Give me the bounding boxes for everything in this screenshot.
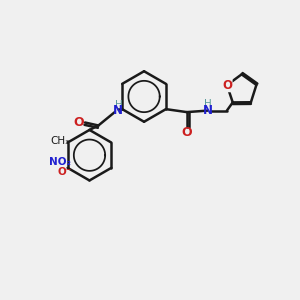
Text: H: H [204, 99, 212, 109]
Text: H: H [115, 100, 123, 110]
Text: N: N [113, 104, 123, 117]
Text: CH₃: CH₃ [50, 136, 70, 146]
Text: O: O [74, 116, 84, 129]
Text: O: O [222, 79, 232, 92]
Text: O⁻: O⁻ [58, 167, 72, 177]
Text: O: O [182, 126, 192, 139]
Text: NO₂: NO₂ [49, 158, 71, 167]
Text: N: N [202, 104, 212, 117]
